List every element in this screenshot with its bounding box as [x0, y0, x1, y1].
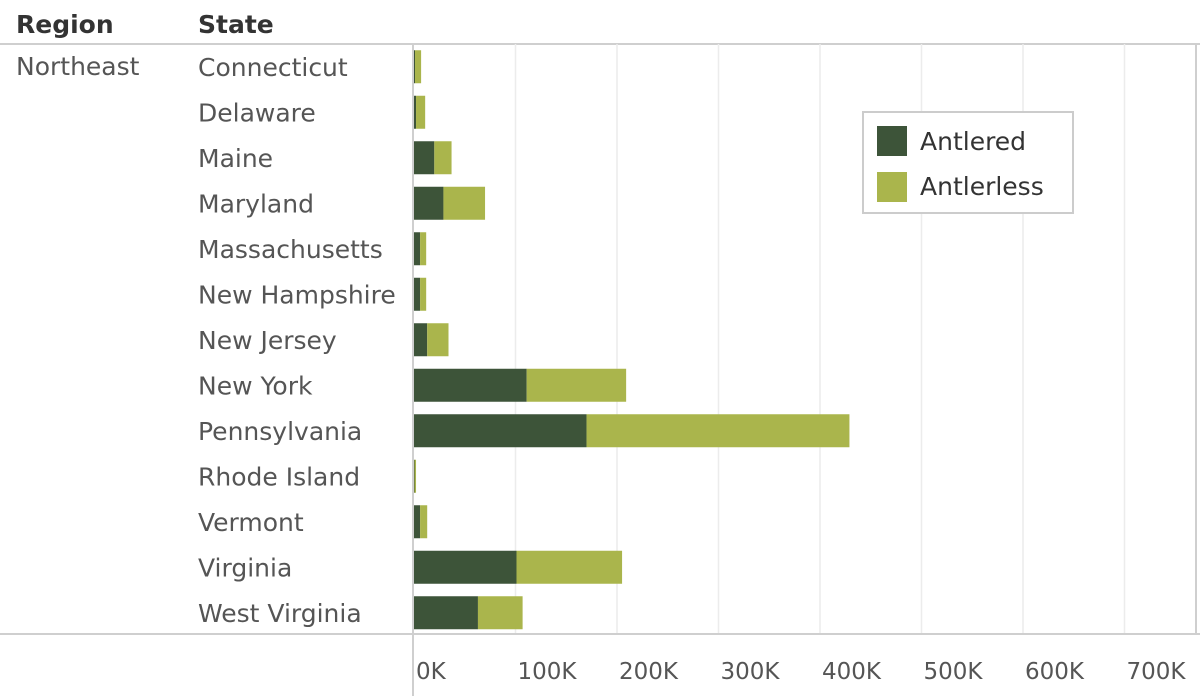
bar-antlerless [420, 505, 428, 539]
bar-antlered [414, 505, 421, 539]
bars [414, 50, 850, 630]
state-label: Connecticut [198, 53, 348, 82]
bar-antlerless [443, 186, 486, 220]
x-tick-label: 200K [619, 659, 679, 685]
bar-antlerless [477, 596, 523, 630]
bar-antlerless [516, 550, 623, 584]
bar-antlerless [434, 141, 452, 175]
bar-antlered [414, 95, 417, 129]
bar-antlered [414, 414, 587, 448]
state-label: Maine [198, 144, 273, 173]
legend: Antlered Antlerless [862, 111, 1074, 214]
bar-antlerless [420, 232, 427, 266]
bar-antlered [414, 232, 421, 266]
state-label: Vermont [198, 508, 304, 537]
x-tick-label: 600K [1025, 659, 1085, 685]
x-tick-label: 100K [518, 659, 578, 685]
x-tick-label: 700K [1127, 659, 1187, 685]
state-label: West Virginia [198, 599, 362, 628]
legend-swatch-antlerless [877, 172, 907, 202]
bar-antlerless [427, 323, 449, 357]
state-labels: Connecticut Delaware Maine Maryland Massachu… [198, 53, 396, 628]
state-label: New Hampshire [198, 280, 396, 309]
bar-antlered [414, 550, 517, 584]
bar-antlerless [420, 277, 427, 311]
bar-antlerless [415, 50, 422, 84]
bar-antlered [414, 50, 416, 84]
state-label: Pennsylvania [198, 417, 362, 446]
bar-antlered [414, 141, 435, 175]
bar-antlered [414, 277, 421, 311]
legend-label-antlerless: Antlerless [920, 172, 1044, 201]
state-column-header: State [198, 10, 274, 39]
x-tick-label: 0K [416, 659, 447, 685]
state-label: Virginia [198, 553, 292, 582]
x-axis-ticks: 0K 100K 200K 300K 400K 500K 600K 700K [416, 659, 1186, 685]
bar-antlered [414, 186, 444, 220]
region-label: Northeast [16, 52, 140, 81]
bar-antlerless [526, 368, 627, 402]
bar-antlered [414, 368, 527, 402]
x-tick-label: 500K [924, 659, 984, 685]
x-tick-label: 400K [822, 659, 882, 685]
state-label: New York [198, 371, 313, 400]
bar-antlerless [586, 414, 850, 448]
legend-label-antlered: Antlered [920, 127, 1026, 156]
x-tick-label: 300K [721, 659, 781, 685]
bar-antlerless [414, 459, 417, 493]
bar-antlered [414, 596, 478, 630]
state-label: Maryland [198, 189, 314, 218]
state-label: Rhode Island [198, 462, 360, 491]
region-column-header: Region [16, 10, 114, 39]
state-label: New Jersey [198, 326, 337, 355]
legend-swatch-antlered [877, 126, 907, 156]
state-label: Delaware [198, 98, 316, 127]
bar-antlerless [416, 95, 426, 129]
bar-antlered [414, 323, 428, 357]
state-label: Massachusetts [198, 235, 383, 264]
bar-antlered [414, 459, 415, 493]
